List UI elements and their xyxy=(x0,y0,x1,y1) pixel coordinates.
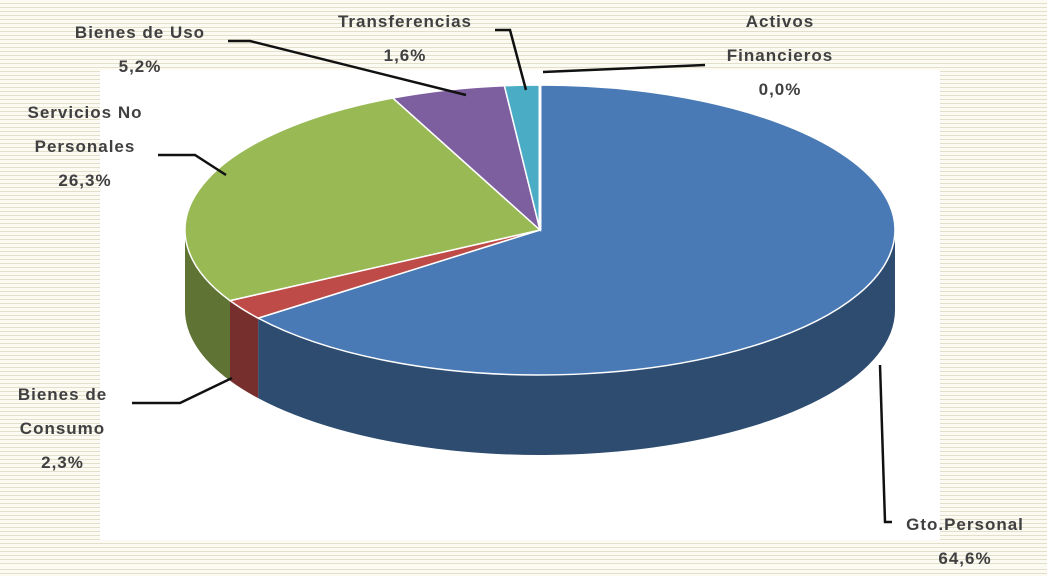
slice-label: Transferencias 1,6% xyxy=(305,5,505,73)
leader-lines xyxy=(132,28,892,524)
slice-side xyxy=(258,230,895,455)
leader-line xyxy=(495,28,528,91)
category-label: Gto.Personal xyxy=(906,515,1024,534)
slice-label: Gto.Personal 64,6% xyxy=(880,508,1047,576)
slice-label: Activos Financieros 0,0% xyxy=(710,5,850,107)
slice-side xyxy=(229,300,259,399)
value-label: 64,6% xyxy=(938,549,992,568)
leader-line xyxy=(158,153,227,177)
leader-line xyxy=(542,63,706,74)
value-label: 26,3% xyxy=(58,171,112,190)
category-label: Bienes de Uso xyxy=(74,23,206,42)
category-label: Servicios No Personales xyxy=(27,103,143,156)
slice xyxy=(184,97,542,302)
slice xyxy=(256,84,896,376)
category-label: Activos Financieros xyxy=(726,12,834,65)
slice-label: Servicios No Personales 26,3% xyxy=(10,96,160,198)
value-label: 1,6% xyxy=(383,46,427,65)
value-label: 2,3% xyxy=(41,453,84,472)
slice-label: Bienes de Uso 5,2% xyxy=(40,16,240,84)
category-label: Transferencias xyxy=(337,12,472,31)
value-label: 0,0% xyxy=(758,80,802,99)
leader-line xyxy=(228,39,467,97)
value-label: 5,2% xyxy=(118,57,162,76)
category-label: Bienes de Consumo xyxy=(17,385,108,438)
slice-label: Bienes de Consumo 2,3% xyxy=(0,378,125,480)
leader-line xyxy=(878,364,892,524)
leader-line xyxy=(132,376,233,405)
